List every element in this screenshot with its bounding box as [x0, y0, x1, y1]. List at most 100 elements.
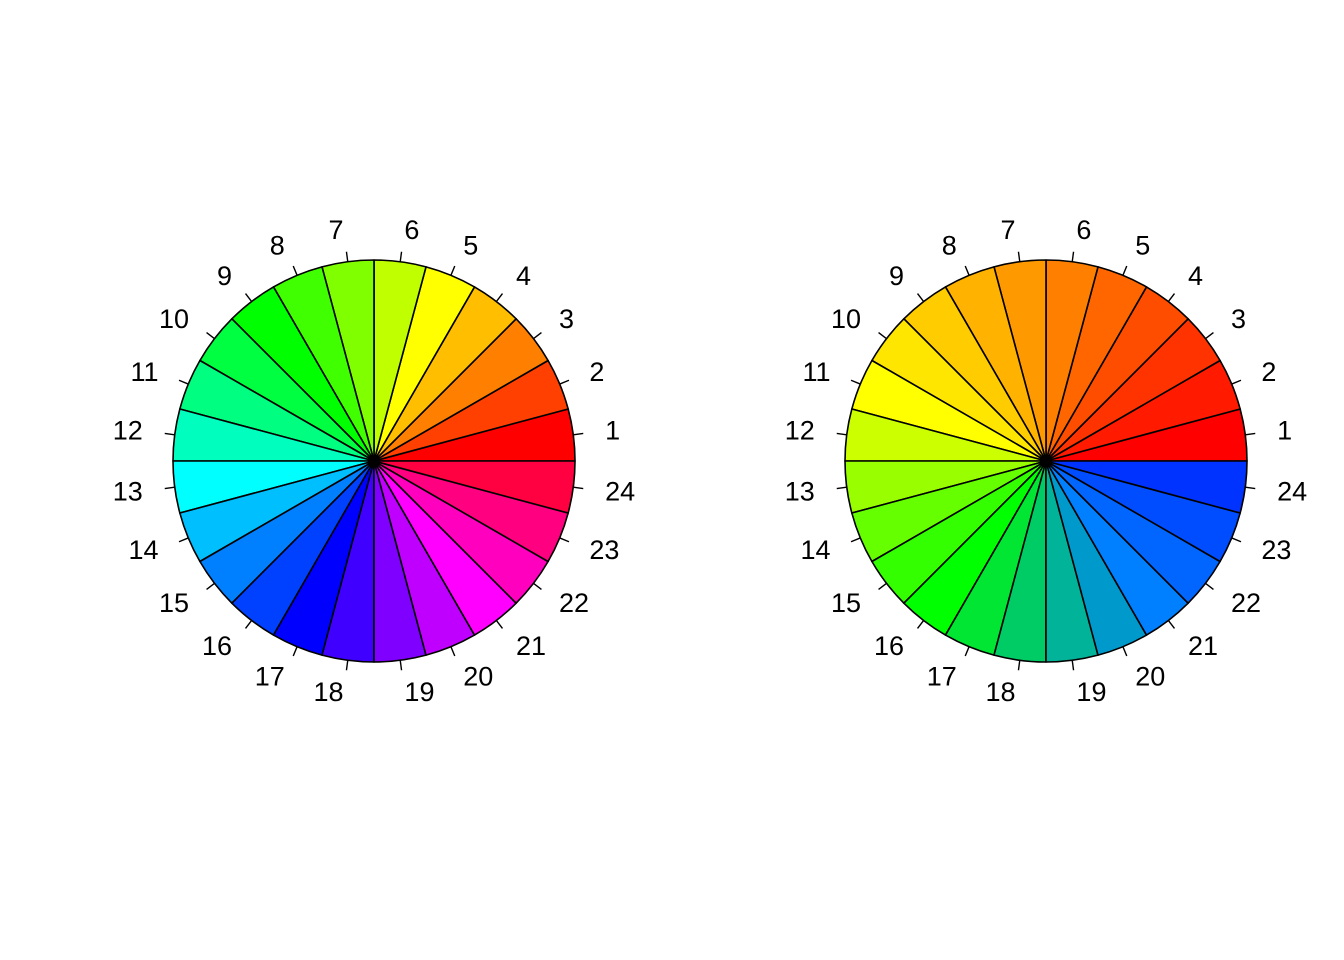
label-tick-10: [206, 331, 215, 340]
label-tick-12: [164, 432, 175, 436]
slice-label-19: 19: [404, 677, 434, 707]
slice-label-4: 4: [1188, 261, 1203, 291]
slice-label-9: 9: [217, 261, 232, 291]
slice-label-14: 14: [801, 535, 831, 565]
label-tick-22: [1205, 582, 1214, 591]
label-tick-21: [1167, 620, 1176, 629]
label-tick-11: [850, 379, 861, 385]
slice-label-5: 5: [463, 231, 478, 261]
label-tick-14: [850, 537, 861, 543]
slice-label-2: 2: [1261, 357, 1276, 387]
slice-label-13: 13: [113, 476, 143, 506]
label-tick-1: [573, 432, 584, 436]
slice-label-24: 24: [605, 476, 635, 506]
slice-label-16: 16: [874, 631, 904, 661]
slice-label-11: 11: [131, 357, 159, 387]
label-tick-13: [164, 486, 175, 490]
pie-slice-24: [1045, 460, 1248, 514]
label-tick-17: [964, 646, 970, 657]
slice-label-22: 22: [559, 588, 589, 618]
label-tick-8: [292, 265, 298, 276]
slice-label-23: 23: [589, 535, 619, 565]
slice-label-8: 8: [270, 231, 285, 261]
label-tick-9: [244, 293, 253, 302]
label-tick-7: [345, 251, 349, 262]
label-tick-6: [399, 251, 403, 262]
label-tick-20: [450, 646, 456, 657]
label-tick-22: [533, 582, 542, 591]
slice-label-16: 16: [202, 631, 232, 661]
label-tick-16: [244, 620, 253, 629]
slice-label-1: 1: [605, 416, 620, 446]
slice-label-3: 3: [559, 304, 574, 334]
slice-label-18: 18: [314, 677, 344, 707]
label-tick-5: [450, 265, 456, 276]
slice-label-20: 20: [1135, 661, 1165, 691]
label-tick-18: [345, 660, 349, 671]
slice-label-17: 17: [255, 661, 285, 691]
slice-label-11: 11: [803, 357, 831, 387]
label-tick-15: [206, 582, 215, 591]
label-tick-3: [533, 331, 542, 340]
slice-label-22: 22: [1231, 588, 1261, 618]
label-tick-23: [1231, 537, 1242, 543]
label-tick-20: [1122, 646, 1128, 657]
slice-label-17: 17: [927, 661, 957, 691]
label-tick-11: [178, 379, 189, 385]
label-tick-2: [559, 379, 570, 385]
label-tick-12: [836, 432, 847, 436]
slice-label-2: 2: [589, 357, 604, 387]
label-tick-19: [399, 660, 403, 671]
label-tick-1: [1245, 432, 1256, 436]
slice-label-3: 3: [1231, 304, 1246, 334]
slice-label-12: 12: [785, 416, 815, 446]
slice-label-24: 24: [1277, 476, 1307, 506]
slice-label-7: 7: [1001, 215, 1016, 245]
label-tick-4: [1167, 293, 1176, 302]
label-tick-23: [559, 537, 570, 543]
slice-label-15: 15: [831, 588, 861, 618]
label-tick-3: [1205, 331, 1214, 340]
label-tick-9: [916, 293, 925, 302]
label-tick-14: [178, 537, 189, 543]
slice-label-12: 12: [113, 416, 143, 446]
label-tick-7: [1017, 251, 1021, 262]
label-tick-18: [1017, 660, 1021, 671]
slice-label-8: 8: [942, 231, 957, 261]
slice-label-7: 7: [329, 215, 344, 245]
slice-label-1: 1: [1277, 416, 1292, 446]
label-tick-2: [1231, 379, 1242, 385]
slice-label-5: 5: [1135, 231, 1150, 261]
slice-label-10: 10: [159, 304, 189, 334]
label-tick-4: [495, 293, 504, 302]
slice-label-6: 6: [1076, 215, 1091, 245]
pie-slice-24: [373, 460, 576, 514]
slice-label-19: 19: [1076, 677, 1106, 707]
label-tick-8: [964, 265, 970, 276]
label-tick-24: [1245, 486, 1256, 490]
label-tick-6: [1071, 251, 1075, 262]
slice-label-14: 14: [129, 535, 159, 565]
slice-label-18: 18: [986, 677, 1016, 707]
label-tick-17: [292, 646, 298, 657]
slice-label-15: 15: [159, 588, 189, 618]
slice-label-9: 9: [889, 261, 904, 291]
slice-label-23: 23: [1261, 535, 1291, 565]
label-tick-21: [495, 620, 504, 629]
slice-label-10: 10: [831, 304, 861, 334]
slice-label-21: 21: [516, 631, 546, 661]
slice-label-6: 6: [404, 215, 419, 245]
label-tick-10: [878, 331, 887, 340]
slice-label-20: 20: [463, 661, 493, 691]
label-tick-24: [573, 486, 584, 490]
label-tick-16: [916, 620, 925, 629]
slice-label-21: 21: [1188, 631, 1218, 661]
label-tick-19: [1071, 660, 1075, 671]
label-tick-5: [1122, 265, 1128, 276]
label-tick-15: [878, 582, 887, 591]
slice-label-4: 4: [516, 261, 531, 291]
